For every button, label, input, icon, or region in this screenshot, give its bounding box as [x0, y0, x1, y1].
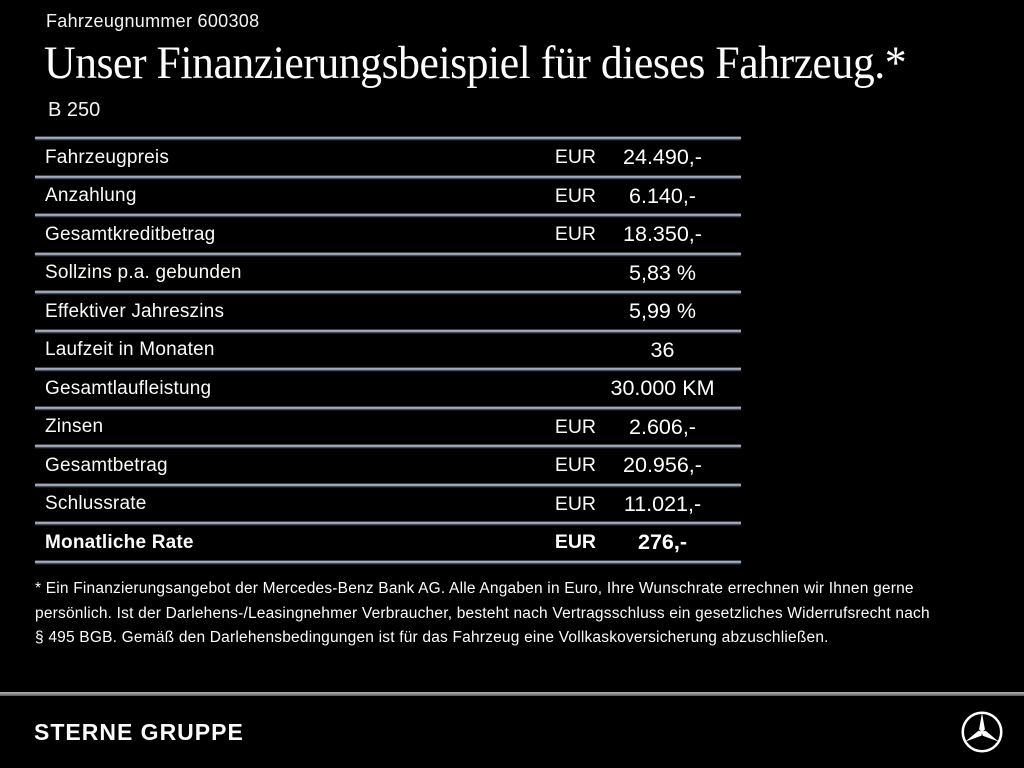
vehicle-number: Fahrzeugnummer 600308: [46, 11, 260, 31]
row-separator: [35, 251, 741, 257]
row-label: Zinsen: [45, 416, 104, 438]
row-separator: [35, 213, 741, 218]
row-separator: [35, 136, 741, 141]
table-row: Gesamtlaufleistung 30.000 KM: [35, 372, 741, 406]
legal-footnote: * Ein Finanzierungsangebot der Mercedes-…: [35, 580, 930, 647]
row-label: Schlussrate: [45, 493, 147, 515]
page-title-text: Unser Finanzierungsbeispiel für dieses F…: [44, 37, 907, 89]
row-label: Anzahlung: [45, 185, 137, 207]
row-value: 18.350,-: [623, 222, 702, 247]
row-currency: EUR: [554, 223, 596, 246]
row-separator: [35, 482, 741, 488]
row-currency: EUR: [554, 492, 596, 515]
row-value: 6.140,-: [629, 183, 696, 208]
table-row: Anzahlung EUR 6.140,-: [35, 180, 741, 214]
row-currency: EUR: [554, 454, 596, 477]
table-row: Laufzeit in Monaten 36: [35, 334, 741, 368]
financing-table: Fahrzeugpreis EUR 24.490,- Anzahlung EUR 6.14…: [35, 136, 741, 565]
row-value: 20.956,-: [623, 453, 702, 478]
row-currency: EUR: [554, 531, 596, 554]
row-separator: [35, 405, 741, 411]
row-separator: [35, 367, 741, 372]
row-label: Gesamtkreditbetrag: [45, 223, 216, 245]
row-separator: [35, 328, 741, 334]
row-value: 5,99 %: [629, 299, 696, 324]
row-label: Effektiver Jahreszins: [45, 300, 225, 322]
footer-divider: [0, 692, 1024, 696]
table-row: Schlussrate EUR 11.021,-: [35, 488, 741, 522]
row-label: Gesamtbetrag: [45, 454, 168, 476]
table-row: Monatliche Rate EUR 276,-: [35, 526, 741, 560]
table-row: Effektiver Jahreszins 5,99 %: [35, 295, 741, 329]
row-value: 2.606,-: [629, 414, 696, 439]
row-label: Monatliche Rate: [45, 531, 194, 553]
table-row: Gesamtbetrag EUR 20.956,-: [35, 449, 741, 483]
row-separator: [35, 444, 741, 449]
row-currency: EUR: [554, 415, 596, 438]
row-separator: [35, 290, 741, 295]
row-value: 24.490,-: [623, 145, 702, 170]
row-value: 5,83 %: [629, 260, 696, 285]
row-separator: [35, 174, 741, 180]
row-label: Sollzins p.a. gebunden: [45, 262, 242, 284]
row-label: Gesamtlaufleistung: [45, 377, 212, 399]
row-value: 36: [650, 337, 675, 362]
vehicle-model: B 250: [48, 99, 101, 121]
page-title: Unser Finanzierungsbeispiel für dieses F…: [44, 34, 971, 93]
table-row: Gesamtkreditbetrag EUR 18.350,-: [35, 218, 741, 252]
row-currency: EUR: [554, 146, 596, 169]
row-value: 11.021,-: [623, 491, 702, 516]
row-separator: [35, 559, 741, 565]
row-label: Fahrzeugpreis: [45, 146, 170, 168]
dealer-name: STERNE GRUPPE: [34, 719, 244, 745]
row-currency: EUR: [554, 184, 596, 207]
table-row: Fahrzeugpreis EUR 24.490,-: [35, 141, 741, 175]
table-row: Zinsen EUR 2.606,-: [35, 411, 741, 445]
table-row: Sollzins p.a. gebunden 5,83 %: [35, 257, 741, 291]
row-value: 30.000 KM: [610, 376, 715, 401]
row-label: Laufzeit in Monaten: [45, 339, 215, 361]
row-value: 276,-: [637, 530, 687, 555]
row-separator: [35, 521, 741, 526]
mercedes-star-icon: [961, 711, 1003, 753]
